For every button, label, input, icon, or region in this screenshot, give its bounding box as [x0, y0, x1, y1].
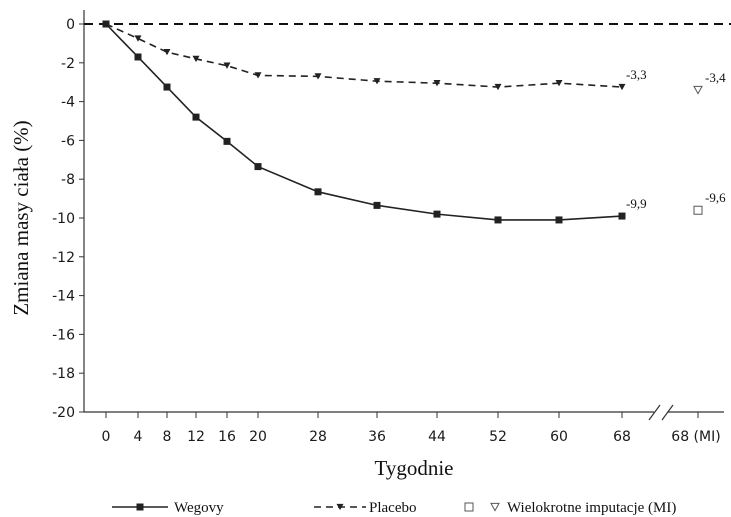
y-tick-label: -14	[52, 289, 75, 305]
y-tick-label: -20	[52, 405, 75, 421]
series-placebo-point	[494, 83, 502, 91]
x-axis-ticks: 0 4 8 12 16 20 28 36 44 52 60 68 68 (MI)	[102, 412, 721, 445]
series-wegovy	[102, 20, 703, 224]
legend-mi-label: Wielokrotne imputacje (MI)	[507, 500, 676, 516]
series-placebo-point	[433, 80, 441, 87]
series-wegovy-line	[105, 23, 623, 221]
series-placebo-point	[314, 73, 322, 80]
series-wegovy-point	[163, 83, 171, 91]
series-wegovy-point	[192, 113, 200, 121]
series-placebo-line	[105, 23, 623, 88]
series-wegovy-mi-label: -9,6	[705, 190, 726, 205]
legend-mi-triangle-marker	[490, 502, 500, 512]
y-tick-label: -16	[52, 327, 75, 343]
x-tick-label: 12	[187, 429, 205, 445]
series-wegovy-end-label: -9,9	[626, 196, 647, 211]
series-placebo-point	[254, 72, 262, 79]
legend-mi-square-marker	[464, 502, 474, 512]
x-tick-label: 8	[163, 429, 172, 445]
series-wegovy-point	[223, 137, 231, 145]
x-tick-label: 60	[550, 429, 568, 445]
series-placebo-end-label: -3,3	[626, 67, 647, 82]
y-tick-label: -12	[52, 250, 75, 266]
series-placebo-point	[618, 83, 626, 91]
series-wegovy-point	[555, 216, 563, 224]
y-tick-label: -10	[52, 211, 75, 227]
series-placebo-point	[192, 55, 200, 63]
legend-placebo-marker	[336, 503, 344, 511]
x-tick-label: 0	[102, 429, 111, 445]
series-wegovy-point	[433, 210, 441, 218]
series-wegovy-point	[494, 216, 502, 224]
series-placebo-mi-label: -3,4	[705, 70, 726, 85]
x-axis-title: Tygodnie	[374, 456, 453, 480]
series-placebo-point	[373, 78, 381, 85]
series-wegovy-mi-point	[693, 205, 703, 215]
series-placebo-point	[223, 62, 231, 69]
legend-placebo-label: Placebo	[369, 500, 416, 516]
x-tick-label: 28	[309, 429, 327, 445]
x-tick-label: 20	[249, 429, 267, 445]
series-wegovy-point	[373, 201, 381, 209]
series-wegovy-point	[134, 53, 142, 61]
series-wegovy-point	[314, 188, 322, 196]
series-layer	[102, 20, 703, 224]
x-tick-label: 16	[218, 429, 236, 445]
legend-wegovy-label: Wegovy	[174, 500, 224, 516]
y-axis-title: Zmiana masy ciała (%)	[9, 120, 33, 315]
series-placebo-point	[102, 20, 110, 28]
series-placebo-mi-point	[693, 85, 703, 95]
series-wegovy-point	[618, 212, 626, 220]
y-tick-label: -6	[61, 133, 75, 149]
y-tick-label: 0	[66, 17, 75, 33]
axis-break-mark	[648, 404, 661, 421]
y-tick-label: -8	[61, 172, 75, 188]
y-tick-label: -4	[61, 95, 75, 111]
series-wegovy-point	[254, 163, 262, 171]
x-tick-label: 4	[134, 429, 143, 445]
x-tick-label: 68	[613, 429, 631, 445]
x-tick-label: 52	[489, 429, 507, 445]
x-tick-label: 44	[428, 429, 446, 445]
y-tick-label: -2	[61, 56, 75, 72]
data-labels: -9,9 -9,6 -3,3 -3,4	[626, 67, 726, 211]
axes	[83, 10, 731, 421]
y-tick-label: -18	[52, 366, 75, 382]
x-tick-label: 36	[368, 429, 386, 445]
series-placebo-point	[163, 48, 171, 56]
axis-break-mark	[661, 404, 674, 421]
legend: Wegovy Placebo Wielokrotne imputacje (MI)	[112, 500, 676, 516]
legend-wegovy-marker	[136, 503, 144, 511]
y-axis-ticks: 0 -2 -4 -6 -8 -10 -12 -14 -16 -18 -20	[52, 17, 84, 421]
series-placebo-point	[134, 35, 142, 42]
x-tick-label-mi: 68 (MI)	[671, 429, 720, 445]
series-placebo-point	[555, 80, 563, 87]
series-placebo	[102, 20, 703, 95]
